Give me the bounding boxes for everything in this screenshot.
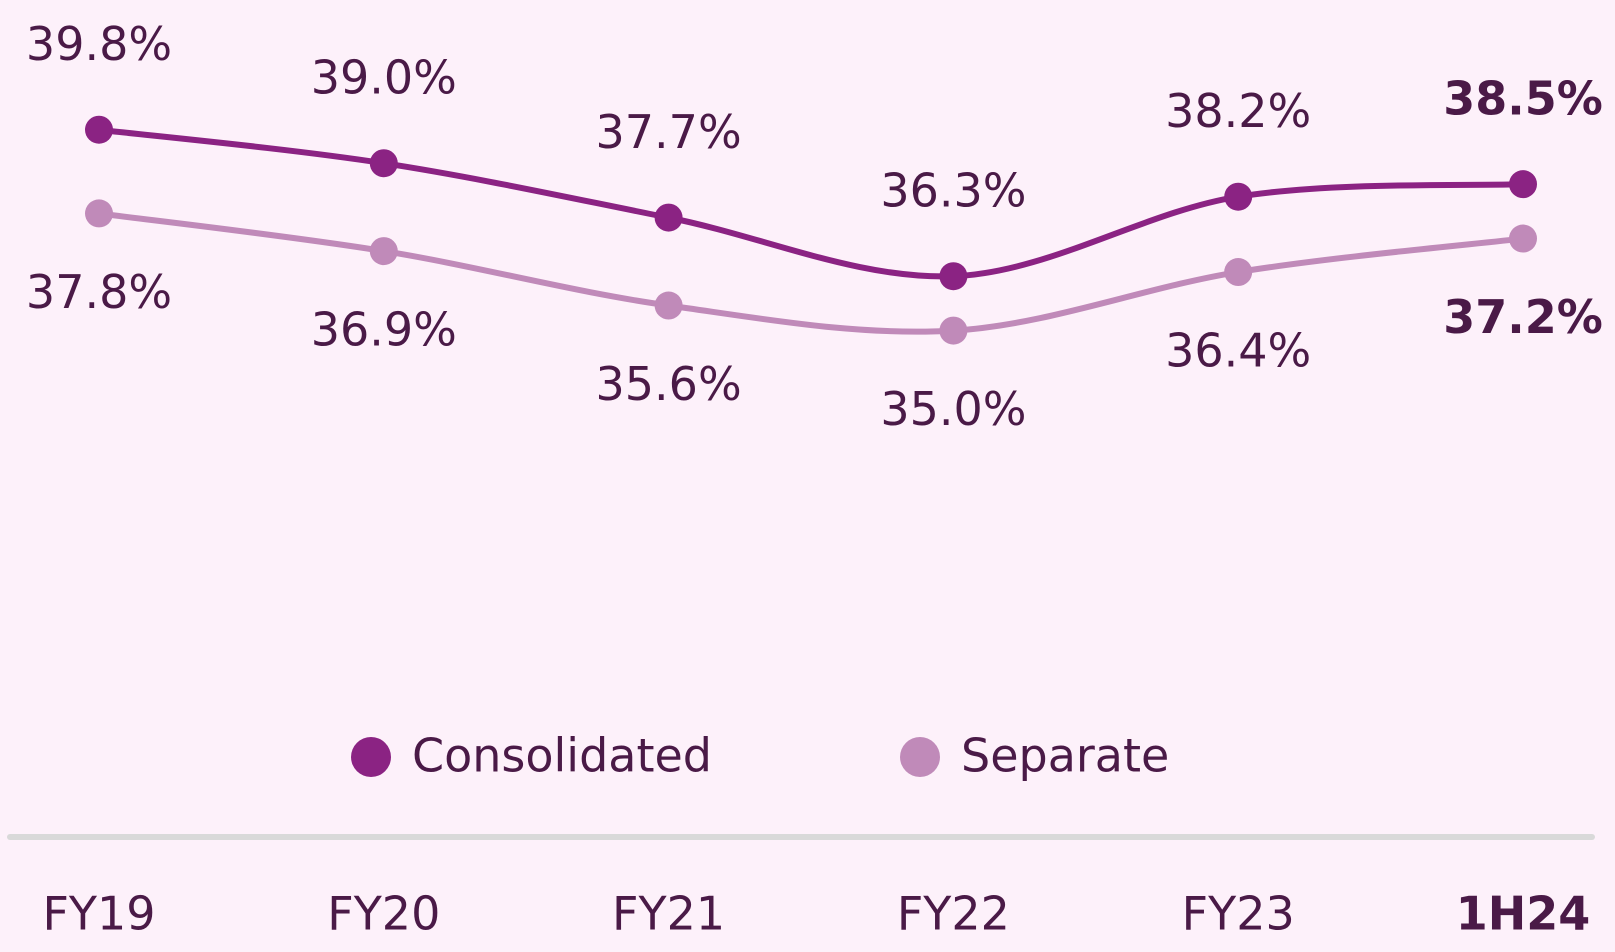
data-label: 36.4% [1165,324,1311,378]
data-label: 36.3% [880,164,1026,218]
data-label: 39.8% [26,17,172,71]
data-label: 39.0% [311,51,457,105]
series-line [98,210,1524,335]
x-tick-label: FY19 [42,887,155,941]
data-label: 38.5% [1443,72,1603,126]
x-tick-label: 1H24 [1456,887,1591,941]
point [939,316,968,345]
data-label: 35.0% [880,382,1026,436]
x-tick-label: FY23 [1182,887,1295,941]
legend-label: Separate [961,729,1169,783]
data-label: 36.9% [311,303,457,357]
legend-marker [900,737,940,777]
point [654,203,683,232]
point [654,291,683,320]
data-label: 35.6% [596,357,742,411]
x-tick-label: FY20 [327,887,440,941]
x-tick-label: FY22 [897,887,1010,941]
legend-marker [351,737,391,777]
point [369,237,398,266]
data-label: 37.2% [1443,290,1603,344]
point [1509,224,1537,253]
point [85,199,113,228]
series-line [98,126,1524,280]
point [1509,170,1537,199]
data-label: 38.2% [1165,84,1311,138]
point [369,149,398,178]
point [1224,258,1253,287]
x-tick-label: FY21 [612,887,725,941]
data-label: 37.7% [596,105,742,159]
data-label: 37.8% [26,265,172,319]
point [85,115,113,144]
point [1224,182,1253,211]
point [939,262,968,291]
legend-label: Consolidated [412,729,712,783]
